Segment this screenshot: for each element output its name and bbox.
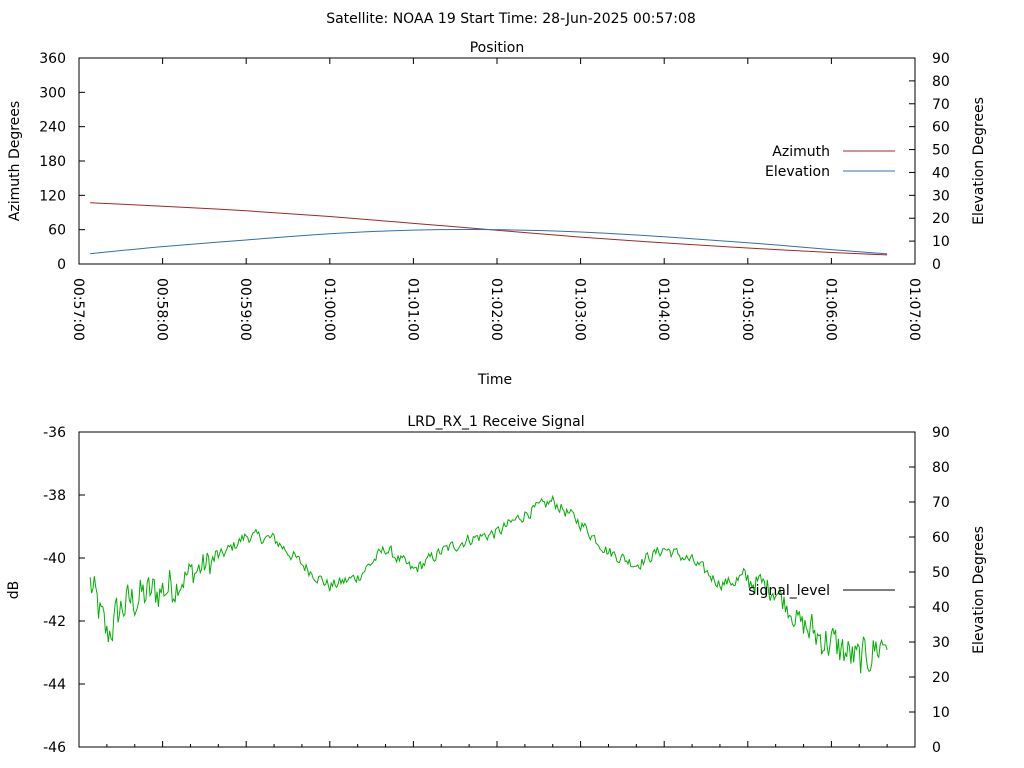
series-line-azimuth (90, 202, 888, 256)
position-legend: Azimuth Elevation (765, 144, 895, 180)
position-y-tick-label: 0 (57, 257, 66, 273)
position-y2-tick-label: 60 (932, 120, 950, 136)
position-plot-frame (78, 57, 916, 265)
position-x-tick-label: 01:05:00 (739, 278, 755, 341)
signal-y2-tick-label: 30 (932, 635, 950, 651)
signal-y2-tick-label: 70 (932, 495, 950, 511)
position-y-axis-label: Azimuth Degrees (7, 101, 23, 221)
position-y2-tick-label: 70 (932, 97, 950, 113)
position-chart-title: Position (470, 40, 525, 56)
suptitle: Satellite: NOAA 19 Start Time: 28-Jun-20… (326, 11, 696, 27)
position-y-tick-label: 120 (39, 188, 66, 204)
position-y-tick-label: 240 (39, 120, 66, 136)
position-y2-tick-label: 30 (932, 188, 950, 204)
signal-y-tick-label: -46 (43, 740, 66, 756)
position-y2-tick-label: 80 (932, 74, 950, 90)
position-x-axis-label: Time (477, 372, 512, 388)
signal-y2-tick-label: 40 (932, 600, 950, 616)
position-x-tick-label: 01:06:00 (822, 278, 838, 341)
position-y2-tick-label: 0 (932, 257, 941, 273)
position-y-tick-label: 60 (48, 223, 66, 239)
position-x-tick-label: 00:59:00 (237, 278, 253, 341)
signal-y2-tick-label: 60 (932, 530, 950, 546)
series-line-signal-level (89, 494, 888, 674)
signal-y2-tick-label: 0 (932, 740, 941, 756)
signal-chart-title: LRD_RX_1 Receive Signal (407, 414, 584, 430)
position-x-tick-label: 01:01:00 (404, 278, 420, 341)
position-x-tick-label: 01:04:00 (655, 278, 671, 341)
signal-chart: LRD_RX_1 Receive Signal -36-38-40-42-44-… (6, 414, 987, 756)
signal-y-tick-label: -40 (43, 551, 66, 567)
position-y-tick-label: 180 (39, 154, 66, 170)
signal-y-tick-label: -42 (43, 614, 66, 630)
position-x-tick-label: 01:02:00 (488, 278, 504, 341)
position-y2-tick-label: 10 (932, 234, 950, 250)
signal-y-axis-label: dB (6, 581, 22, 600)
signal-series (89, 494, 888, 674)
series-line-elevation (90, 228, 888, 255)
position-x-tick-label: 00:57:00 (70, 278, 86, 341)
position-y2-axis-label: Elevation Degrees (971, 97, 987, 225)
signal-y-tick-label: -38 (43, 488, 66, 504)
position-x-tick-label: 01:00:00 (321, 278, 337, 341)
signal-ticks: -36 -38 -40 -42 -44 -46 0 10 20 30 40 50 60 70 80 90 (43, 425, 950, 756)
position-y-tick-label: 300 (39, 85, 66, 101)
position-x-tick-label: 01:03:00 (572, 278, 588, 341)
legend-label-elevation: Elevation (765, 164, 830, 180)
signal-y2-tick-label: 90 (932, 425, 950, 441)
signal-y-tick-label: -36 (43, 425, 66, 441)
position-y-tick-label: 360 (39, 51, 66, 67)
position-x-tick-label: 01:07:00 (906, 278, 922, 341)
legend-label-signal-level: signal_level (748, 583, 830, 599)
signal-legend: signal_level (748, 583, 895, 599)
position-y2-tick-label: 40 (932, 165, 950, 181)
signal-y2-tick-label: 50 (932, 565, 950, 581)
signal-y2-tick-label: 10 (932, 705, 950, 721)
signal-y-tick-label: -44 (43, 677, 66, 693)
signal-y2-axis-label: Elevation Degrees (971, 526, 987, 654)
position-y2-tick-label: 50 (932, 143, 950, 159)
position-y2-tick-label: 20 (932, 211, 950, 227)
position-ticks: 0 60 120 180 240 300 360 0 10 20 30 40 50 60 70 80 90 00:… (39, 51, 950, 341)
legend-label-azimuth: Azimuth (772, 144, 830, 160)
position-x-tick-label: 00:58:00 (154, 278, 170, 341)
position-y2-tick-label: 90 (932, 51, 950, 67)
position-chart: Position 0 60 120 180 240 300 360 0 10 20 30 40 50 60… (7, 40, 987, 388)
signal-y2-tick-label: 80 (932, 460, 950, 476)
signal-y2-tick-label: 20 (932, 670, 950, 686)
position-series (90, 202, 888, 256)
